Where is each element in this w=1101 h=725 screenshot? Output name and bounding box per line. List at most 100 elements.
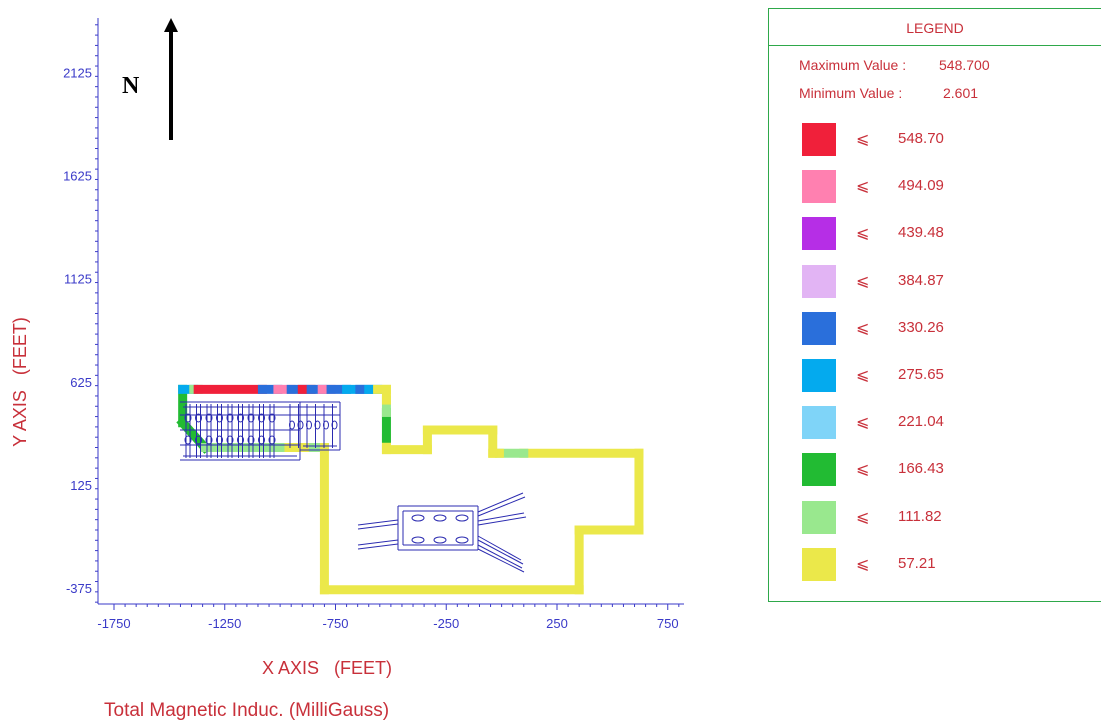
- x-tick-label: 750: [657, 616, 679, 631]
- feeder-line: [477, 492, 524, 513]
- legend-le-symbol: ⩽: [856, 414, 870, 432]
- chart-title: Total Magnetic Induc. (MilliGauss): [104, 700, 389, 721]
- station-switch: [433, 536, 447, 544]
- legend-swatch: [802, 170, 836, 204]
- y-tick-label: 2125: [63, 66, 92, 81]
- bay-switch: [216, 413, 223, 423]
- bay-switch: [226, 435, 234, 445]
- legend-entry: ⩽ 548.70: [802, 123, 1082, 156]
- legend-le-symbol: ⩽: [856, 272, 870, 290]
- feeder-line: [477, 535, 522, 561]
- legend-entry: ⩽ 111.82: [802, 500, 1082, 534]
- legend-le-symbol: ⩽: [856, 225, 870, 243]
- legend-entry: ⩽ 439.48: [802, 217, 1082, 251]
- legend-min-label: Minimum Value :: [799, 85, 903, 101]
- legend-swatch: [802, 406, 836, 440]
- map-plot: -1750 -1250 -750 -250 250 750 -375 125 625 1125 16…: [10, 18, 684, 721]
- bay-switch: [237, 413, 244, 423]
- feeder-line: [357, 539, 399, 546]
- legend-entry: ⩽ 494.09: [802, 170, 1082, 204]
- north-arrow-head: [164, 18, 178, 32]
- legend-min-value: 2.601: [943, 85, 979, 101]
- legend-entry: ⩽ 275.65: [802, 359, 1082, 392]
- legend-le-symbol: ⩽: [856, 319, 870, 337]
- station-switch: [455, 536, 469, 544]
- legend-max-value: 548.700: [939, 57, 990, 73]
- station-switch: [455, 514, 469, 522]
- feeder-line: [357, 519, 399, 526]
- station-switch: [433, 514, 447, 522]
- legend-min: Minimum Value : 2.601: [799, 85, 978, 101]
- bay-switch: [247, 435, 255, 445]
- x-tick-label: -750: [322, 616, 348, 631]
- station-switch: [411, 536, 425, 544]
- feeder-line: [357, 523, 399, 530]
- legend-value: 494.09: [898, 177, 944, 195]
- x-tick-label: -1250: [208, 616, 241, 631]
- feeder-line: [477, 516, 527, 526]
- legend-le-symbol: ⩽: [856, 555, 870, 573]
- y-tick-label: 1625: [63, 169, 92, 184]
- legend-value: 275.65: [898, 366, 944, 383]
- bay-switch: [323, 420, 329, 430]
- bay-switch: [297, 420, 304, 430]
- feeder-line: [477, 539, 524, 565]
- legend-max-label: Maximum Value :: [799, 57, 907, 73]
- bay-switch: [226, 413, 234, 423]
- feeder-line: [477, 496, 526, 517]
- legend-title: LEGEND: [769, 9, 1101, 46]
- y-tick-label: 1125: [64, 272, 92, 287]
- legend-value: 384.87: [898, 271, 944, 289]
- legend-value: 330.26: [898, 318, 944, 336]
- legend-swatch: [802, 359, 836, 392]
- legend-entry: ⩽ 221.04: [802, 406, 1082, 440]
- bay-switch: [258, 435, 265, 445]
- legend-value: 439.48: [898, 224, 944, 242]
- bay-switch: [314, 420, 321, 430]
- bay-switch: [258, 413, 265, 423]
- legend-value: 166.43: [898, 460, 944, 478]
- legend-swatch: [802, 264, 836, 298]
- bay-switch: [184, 413, 192, 423]
- bay-switch: [237, 435, 244, 445]
- legend-le-symbol: ⩽: [856, 367, 870, 384]
- legend-swatch: [802, 123, 836, 156]
- boundary-layer: [176, 384, 644, 595]
- legend-swatch: [802, 453, 836, 487]
- bay-switch: [306, 420, 312, 430]
- y-tick-label: 625: [70, 375, 92, 390]
- axes-layer: -1750 -1250 -750 -250 250 750 -375 125 625 1125 16…: [63, 18, 684, 631]
- feeder-line: [477, 544, 523, 569]
- legend-entry: ⩽ 57.21: [802, 547, 1082, 581]
- legend-entry: ⩽ 166.43: [802, 453, 1082, 487]
- x-axis-label: X AXIS (FEET): [262, 658, 392, 678]
- bay-switch: [268, 413, 276, 423]
- legend-swatch: [802, 311, 836, 345]
- y-tick-label: 125: [70, 478, 92, 493]
- feeder-line: [477, 548, 525, 573]
- bay-switch: [216, 435, 223, 445]
- legend-swatch: [802, 547, 836, 581]
- x-tick-label: -1750: [97, 616, 130, 631]
- bay-switch: [205, 413, 213, 423]
- legend-swatch: [802, 217, 836, 251]
- legend-entry: ⩽ 384.87: [802, 264, 1082, 298]
- bay-switch: [184, 435, 192, 445]
- legend-entry: ⩽ 330.26: [802, 311, 1082, 345]
- legend-le-symbol: ⩽: [856, 178, 870, 196]
- north-label: N: [122, 73, 140, 99]
- bay-switch: [195, 413, 202, 423]
- legend-le-symbol: ⩽: [856, 508, 870, 526]
- legend-le-symbol: ⩽: [856, 131, 870, 148]
- legend-value: 548.70: [898, 130, 944, 147]
- x-tick-label: 250: [546, 616, 568, 631]
- legend-value: 221.04: [898, 413, 944, 431]
- legend-value: 111.82: [898, 507, 942, 525]
- legend-max: Maximum Value : 548.700: [799, 57, 990, 73]
- y-tick-label: -375: [66, 581, 92, 596]
- station-switch: [411, 514, 425, 522]
- bay-switch: [195, 435, 202, 445]
- legend-swatch: [802, 500, 836, 534]
- y-axis-label: Y AXIS (FEET): [10, 317, 30, 447]
- feeder-line: [357, 543, 399, 550]
